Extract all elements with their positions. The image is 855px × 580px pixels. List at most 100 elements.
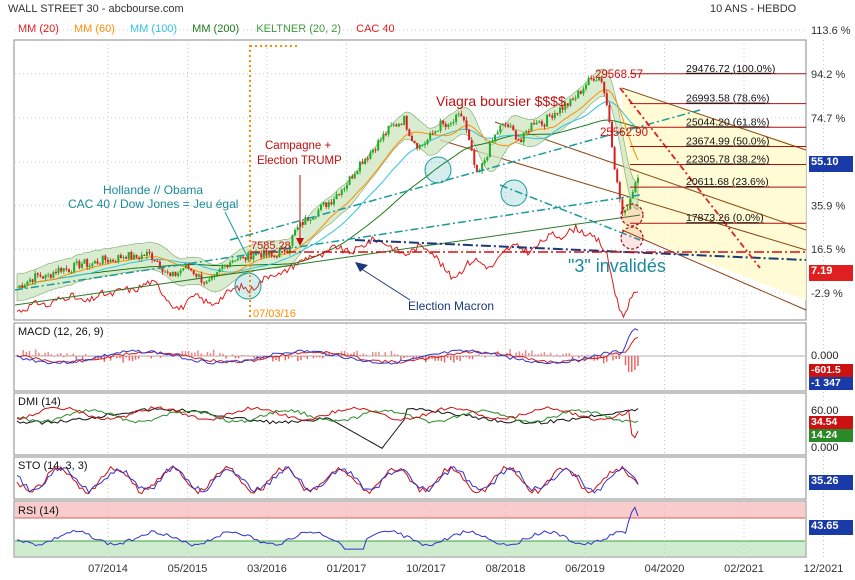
candle-body xyxy=(613,147,616,170)
candle-body xyxy=(28,279,31,282)
candle-body xyxy=(83,259,86,264)
candle-body xyxy=(312,217,315,220)
candle-body xyxy=(491,140,494,143)
candle-body xyxy=(556,113,559,115)
candle-body xyxy=(99,263,102,265)
candle-body xyxy=(603,81,606,94)
support-circle xyxy=(424,156,452,184)
candle-body xyxy=(291,235,294,246)
candle-body xyxy=(327,202,330,207)
candle-body xyxy=(260,253,263,258)
fib-label: 29476.72 (100.0%) xyxy=(686,63,775,75)
x-tick-label: 10/2017 xyxy=(406,563,446,575)
candle-body xyxy=(343,188,346,190)
candle-body xyxy=(106,259,109,263)
candle-body xyxy=(179,270,182,274)
candle-body xyxy=(351,176,354,179)
candle-body xyxy=(153,259,156,262)
candle-body xyxy=(332,199,335,205)
candle-body xyxy=(444,123,447,128)
badge-cac-value: 7.19 xyxy=(809,265,853,281)
candle-body xyxy=(574,98,577,100)
x-tick-label: 08/2018 xyxy=(486,563,526,575)
candle-body xyxy=(54,271,57,274)
candle-body xyxy=(369,152,372,159)
trend-teal-3 xyxy=(499,184,641,241)
candle-body xyxy=(403,115,406,125)
candle-body xyxy=(145,251,148,256)
candle-body xyxy=(309,219,312,221)
trend-navy xyxy=(354,239,807,261)
candle-body xyxy=(151,253,154,260)
trend-green xyxy=(14,214,641,306)
candle-body xyxy=(517,139,520,141)
legend-item-mm100[interactable]: MM (100) xyxy=(130,23,178,35)
badge-sto: 35.26 xyxy=(809,475,853,490)
candle-body xyxy=(143,254,146,256)
legend: MM (20) MM (60) MM (100) MM (200) KELTNE… xyxy=(18,23,395,35)
legend-item-mm20[interactable]: MM (20) xyxy=(18,23,59,35)
trend-teal-1 xyxy=(14,194,641,291)
candle-body xyxy=(223,264,226,267)
x-tick-label: 02/2021 xyxy=(724,563,764,575)
candle-body xyxy=(356,171,359,174)
candle-body xyxy=(156,261,159,263)
candle-body xyxy=(616,169,619,183)
candle-body xyxy=(548,114,551,116)
candle-body xyxy=(587,78,590,86)
candle-body xyxy=(265,249,268,256)
trend-lines xyxy=(14,87,807,306)
legend-item-cac40[interactable]: CAC 40 xyxy=(356,23,395,35)
candle-body xyxy=(67,269,70,273)
candle-body xyxy=(73,262,76,272)
sto-k-line xyxy=(16,465,639,494)
candle-body xyxy=(520,139,523,143)
legend-item-keltner[interactable]: KELTNER (20, 2) xyxy=(256,23,342,35)
candle-body xyxy=(57,267,60,274)
rsi-overbought-zone xyxy=(15,502,805,518)
candle-body xyxy=(244,257,247,261)
candle-body xyxy=(164,271,167,273)
candle-body xyxy=(44,274,47,279)
badge-dmi-green: 14.24 xyxy=(809,429,853,442)
candle-body xyxy=(429,133,432,140)
candle-body xyxy=(229,262,232,268)
x-axis: 07/2014 05/2015 03/2016 01/2017 10/2017 08/20… xyxy=(88,563,843,575)
candle-body xyxy=(288,245,291,253)
candle-body xyxy=(494,134,497,141)
candle-body xyxy=(624,210,627,213)
candle-body xyxy=(600,78,603,82)
candle-body xyxy=(130,251,133,260)
invalidated-circle xyxy=(620,226,644,250)
candle-body xyxy=(470,140,473,151)
candle-body xyxy=(216,272,219,276)
candle-body xyxy=(330,202,333,205)
candle-body xyxy=(387,125,390,135)
candle-body xyxy=(132,254,135,260)
y-tick-label: -2.9 % xyxy=(811,288,843,300)
candle-body xyxy=(148,251,151,254)
candle-body xyxy=(595,80,598,82)
candle-body xyxy=(543,124,546,127)
y-tick-label: 35.9 % xyxy=(811,200,845,212)
candle-body xyxy=(62,268,65,272)
candle-body xyxy=(522,132,525,143)
candle-body xyxy=(590,78,593,80)
candle-body xyxy=(364,158,367,164)
candle-body xyxy=(405,115,408,130)
y-tick-label: 74.7 % xyxy=(811,113,845,125)
candle-body xyxy=(462,116,465,121)
candle-body xyxy=(273,255,276,257)
legend-item-mm60[interactable]: MM (60) xyxy=(74,23,115,35)
macd-panel xyxy=(13,322,807,392)
candle-body xyxy=(455,114,458,123)
badge-macd-signal: -601.5 xyxy=(809,364,853,377)
candle-body xyxy=(161,268,164,272)
candle-body xyxy=(140,254,143,260)
candle-body xyxy=(304,217,307,225)
candle-body xyxy=(96,261,99,264)
price-label-top: 29568.57 xyxy=(595,69,643,81)
candle-body xyxy=(247,252,250,261)
candle-body xyxy=(187,263,190,269)
legend-item-mm200[interactable]: MM (200) xyxy=(192,23,240,35)
